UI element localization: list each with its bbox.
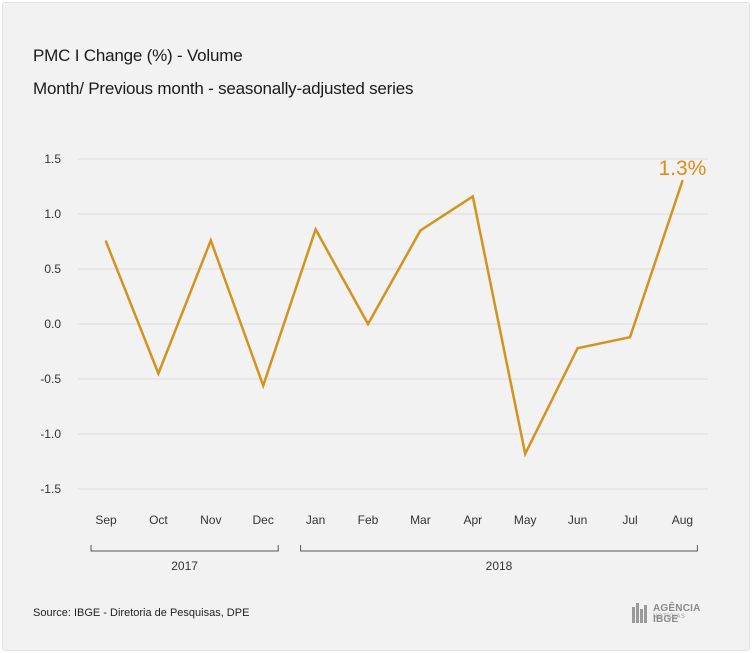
data-point bbox=[681, 179, 684, 183]
ibge-logo-icon bbox=[632, 603, 647, 623]
x-tick-label: Nov bbox=[200, 513, 221, 527]
data-point bbox=[471, 195, 474, 198]
logo-text: AGÊNCIA IBGE bbox=[653, 603, 701, 625]
series-line bbox=[104, 180, 684, 458]
y-tick-label: 1.5 bbox=[44, 152, 61, 166]
data-point bbox=[419, 229, 422, 232]
source-note: Source: IBGE - Diretoria de Pesquisas, D… bbox=[33, 607, 250, 619]
x-tick-label: Jul bbox=[622, 513, 637, 527]
year-bracket bbox=[300, 545, 698, 552]
data-point bbox=[628, 336, 632, 339]
x-tick-label: Feb bbox=[358, 513, 379, 527]
data-point bbox=[524, 452, 527, 455]
data-point bbox=[366, 322, 370, 326]
y-tick-label: -1.5 bbox=[40, 482, 61, 496]
y-tick-label: 0.0 bbox=[44, 317, 61, 331]
y-tick-label: 1.0 bbox=[44, 207, 61, 221]
data-point bbox=[576, 347, 579, 350]
y-tick-label: -0.5 bbox=[40, 372, 61, 386]
data-point bbox=[262, 384, 265, 387]
year-label: 2017 bbox=[171, 559, 198, 573]
x-tick-label: Jun bbox=[568, 513, 587, 527]
year-bracket bbox=[90, 545, 279, 552]
x-tick-label: Apr bbox=[463, 513, 482, 527]
x-tick-label: Aug bbox=[672, 513, 693, 527]
data-point bbox=[157, 372, 160, 375]
year-label: 2018 bbox=[486, 559, 513, 573]
x-tick-label: Sep bbox=[95, 513, 117, 527]
agencia-ibge-logo: AGÊNCIA IBGE NOTÍCIAS bbox=[632, 603, 722, 625]
data-point bbox=[314, 228, 317, 231]
x-tick-label: Oct bbox=[149, 513, 168, 527]
chart-title: PMC I Change (%) - Volume bbox=[33, 46, 243, 65]
chart-subtitle: Month/ Previous month - seasonally-adjus… bbox=[33, 79, 414, 98]
x-tick-label: Jan bbox=[306, 513, 325, 527]
data-label: 1.3% bbox=[658, 157, 706, 180]
x-tick-label: Mar bbox=[410, 513, 431, 527]
data-point bbox=[104, 240, 108, 243]
y-tick-label: -1.0 bbox=[40, 427, 61, 441]
x-tick-label: May bbox=[514, 513, 537, 527]
x-tick-label: Dec bbox=[253, 513, 274, 527]
y-tick-label: 0.5 bbox=[44, 262, 61, 276]
logo-subtext: NOTÍCIAS bbox=[653, 614, 686, 620]
data-point bbox=[209, 239, 212, 242]
